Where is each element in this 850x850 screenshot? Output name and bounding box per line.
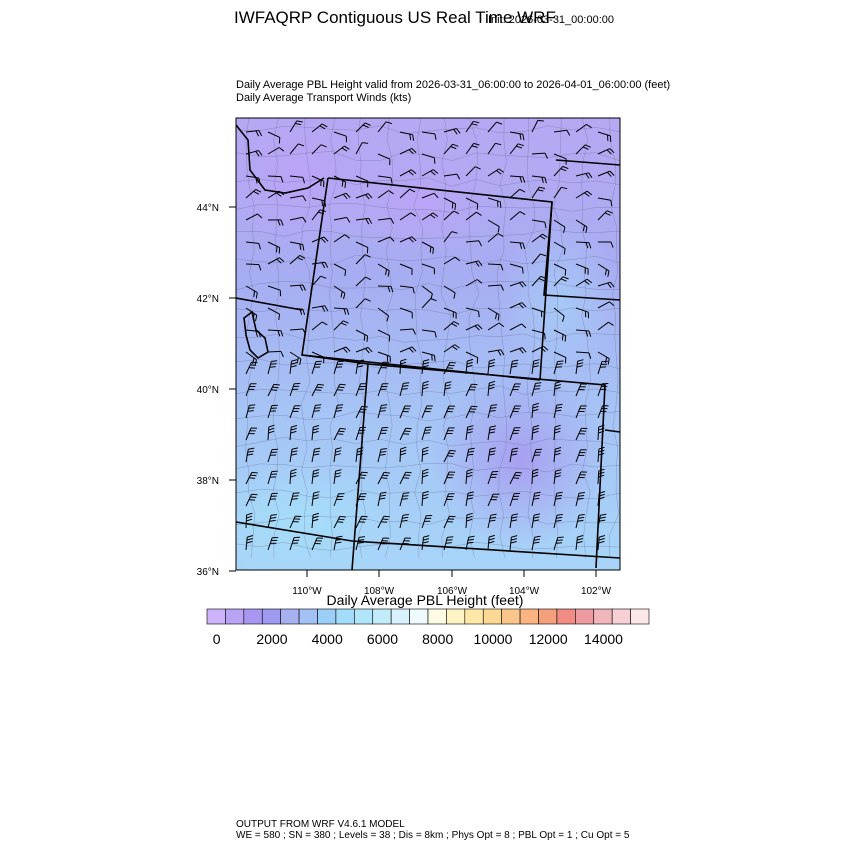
- lat-tick-label: 40°N: [197, 385, 219, 396]
- state-boundaries: [236, 124, 620, 570]
- colorbar-swatch: [317, 608, 337, 625]
- colorbar-swatch: [225, 608, 245, 625]
- lon-tick-label: 110°W: [292, 586, 322, 597]
- lon-tick-label: 108°W: [364, 586, 395, 597]
- colorbar-label: 6000: [366, 631, 399, 647]
- great-salt-lake: [243, 310, 269, 360]
- colorbar-label: 4000: [311, 631, 343, 647]
- colorbar-swatch: [354, 608, 374, 625]
- colorbar-label: 8000: [422, 631, 454, 647]
- lon-tick-label: 106°W: [437, 586, 468, 597]
- colorbar-label: 12000: [528, 631, 568, 647]
- colorbar-swatch: [575, 608, 595, 625]
- colorbar-swatch: [427, 608, 447, 625]
- lat-tick-label: 38°N: [197, 476, 219, 487]
- colorbar-swatch: [372, 608, 392, 625]
- lon-tick-label: 102°W: [581, 586, 612, 597]
- colorbar-swatch: [482, 608, 502, 625]
- lat-tick-label: 36°N: [197, 567, 219, 578]
- lon-tick-label: 104°W: [509, 586, 540, 597]
- pbl-height-field: [236, 118, 620, 570]
- colorbar-swatch: [519, 608, 539, 625]
- colorbar-label: 10000: [473, 631, 513, 647]
- subtitle-transport-winds: Daily Average Transport Winds (kts): [236, 92, 412, 104]
- footer-config-info: WE = 580 ; SN = 380 ; Levels = 38 ; Dis …: [236, 830, 630, 841]
- colorbar: [206, 608, 650, 625]
- colorbar-swatch: [538, 608, 558, 625]
- colorbar-swatch: [409, 608, 429, 625]
- colorbar-label: 0: [212, 631, 221, 647]
- colorbar-label: 14000: [584, 631, 623, 647]
- colorbar-swatch: [464, 608, 484, 625]
- latitude-axis: 44°N 42°N 40°N 38°N 36°N: [197, 203, 236, 578]
- colorbar-swatch: [390, 608, 410, 625]
- colorbar-swatch: [298, 608, 318, 625]
- colorbar-title: Daily Average PBL Height (feet): [326, 592, 524, 608]
- colorbar-swatch: [446, 608, 466, 625]
- main-title: IWFAQRP Contiguous US Real Time WRF: [234, 8, 556, 27]
- colorbar-swatch: [243, 608, 263, 625]
- subtitle-pbl-height: Daily Average PBL Height valid from 2026…: [236, 79, 671, 91]
- colorbar-swatch: [280, 608, 300, 625]
- colorbar-swatch: [611, 608, 631, 625]
- colorbar-swatch: [501, 608, 521, 625]
- longitude-axis: 110°W 108°W 106°W 104°W 102°W: [292, 570, 612, 597]
- colorbar-swatch: [335, 608, 355, 625]
- colorbar-swatch: [261, 608, 281, 625]
- footer-model-info: OUTPUT FROM WRF V4.6.1 MODEL: [236, 819, 405, 830]
- colorbar-swatch: [630, 608, 650, 625]
- colorbar-label: 2000: [256, 631, 288, 647]
- map-frame: [235, 117, 621, 571]
- init-time-label: Init: 2026-03-31_00:00:00: [488, 14, 614, 26]
- colorbar-swatch: [593, 608, 613, 625]
- lat-tick-label: 44°N: [197, 203, 219, 214]
- colorbar-swatch: [556, 608, 576, 625]
- lat-tick-label: 42°N: [197, 294, 219, 305]
- colorbar-swatch: [206, 608, 226, 625]
